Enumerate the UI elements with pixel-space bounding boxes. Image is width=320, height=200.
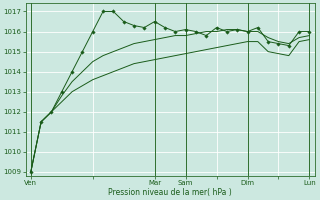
X-axis label: Pression niveau de la mer( hPa ): Pression niveau de la mer( hPa ) [108, 188, 232, 197]
